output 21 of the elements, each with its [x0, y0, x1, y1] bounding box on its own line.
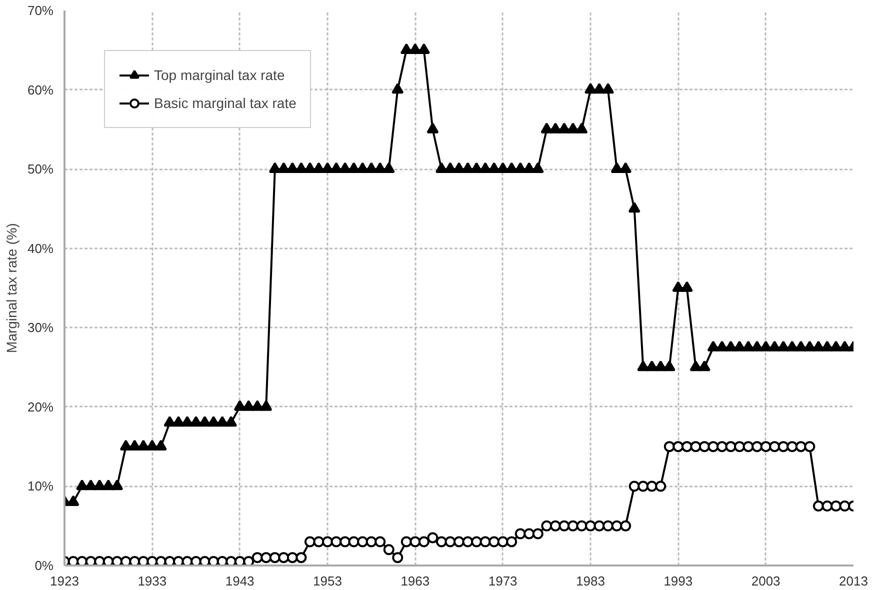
y-tick-label: 30% [27, 320, 54, 336]
y-tick-label: 10% [27, 478, 54, 494]
x-tick-label: 1933 [138, 574, 167, 588]
x-tick-label: 2003 [751, 574, 780, 588]
x-tick-label: 1943 [225, 574, 254, 588]
x-tick-label: 1953 [313, 574, 342, 588]
legend-label: Top marginal tax rate [154, 67, 285, 83]
y-tick-label: 70% [27, 3, 54, 18]
y-tick-label: 60% [27, 82, 54, 98]
x-tick-label: 1993 [664, 574, 693, 588]
x-tick-label: 1983 [576, 574, 605, 588]
y-tick-label: 50% [27, 162, 54, 177]
x-tick-label: 1923 [50, 574, 79, 588]
x-tick-label: 1973 [488, 574, 518, 588]
y-tick-label: 40% [27, 240, 54, 256]
x-tick-label: 1963 [400, 574, 430, 588]
legend-label: Basic marginal tax rate [154, 95, 296, 111]
x-tick-label: 2013 [839, 574, 868, 588]
y-axis-title: Marginal tax rate (%) [3, 223, 20, 353]
y-tick-label: 0% [34, 558, 54, 573]
y-tick-label: 20% [27, 399, 54, 414]
